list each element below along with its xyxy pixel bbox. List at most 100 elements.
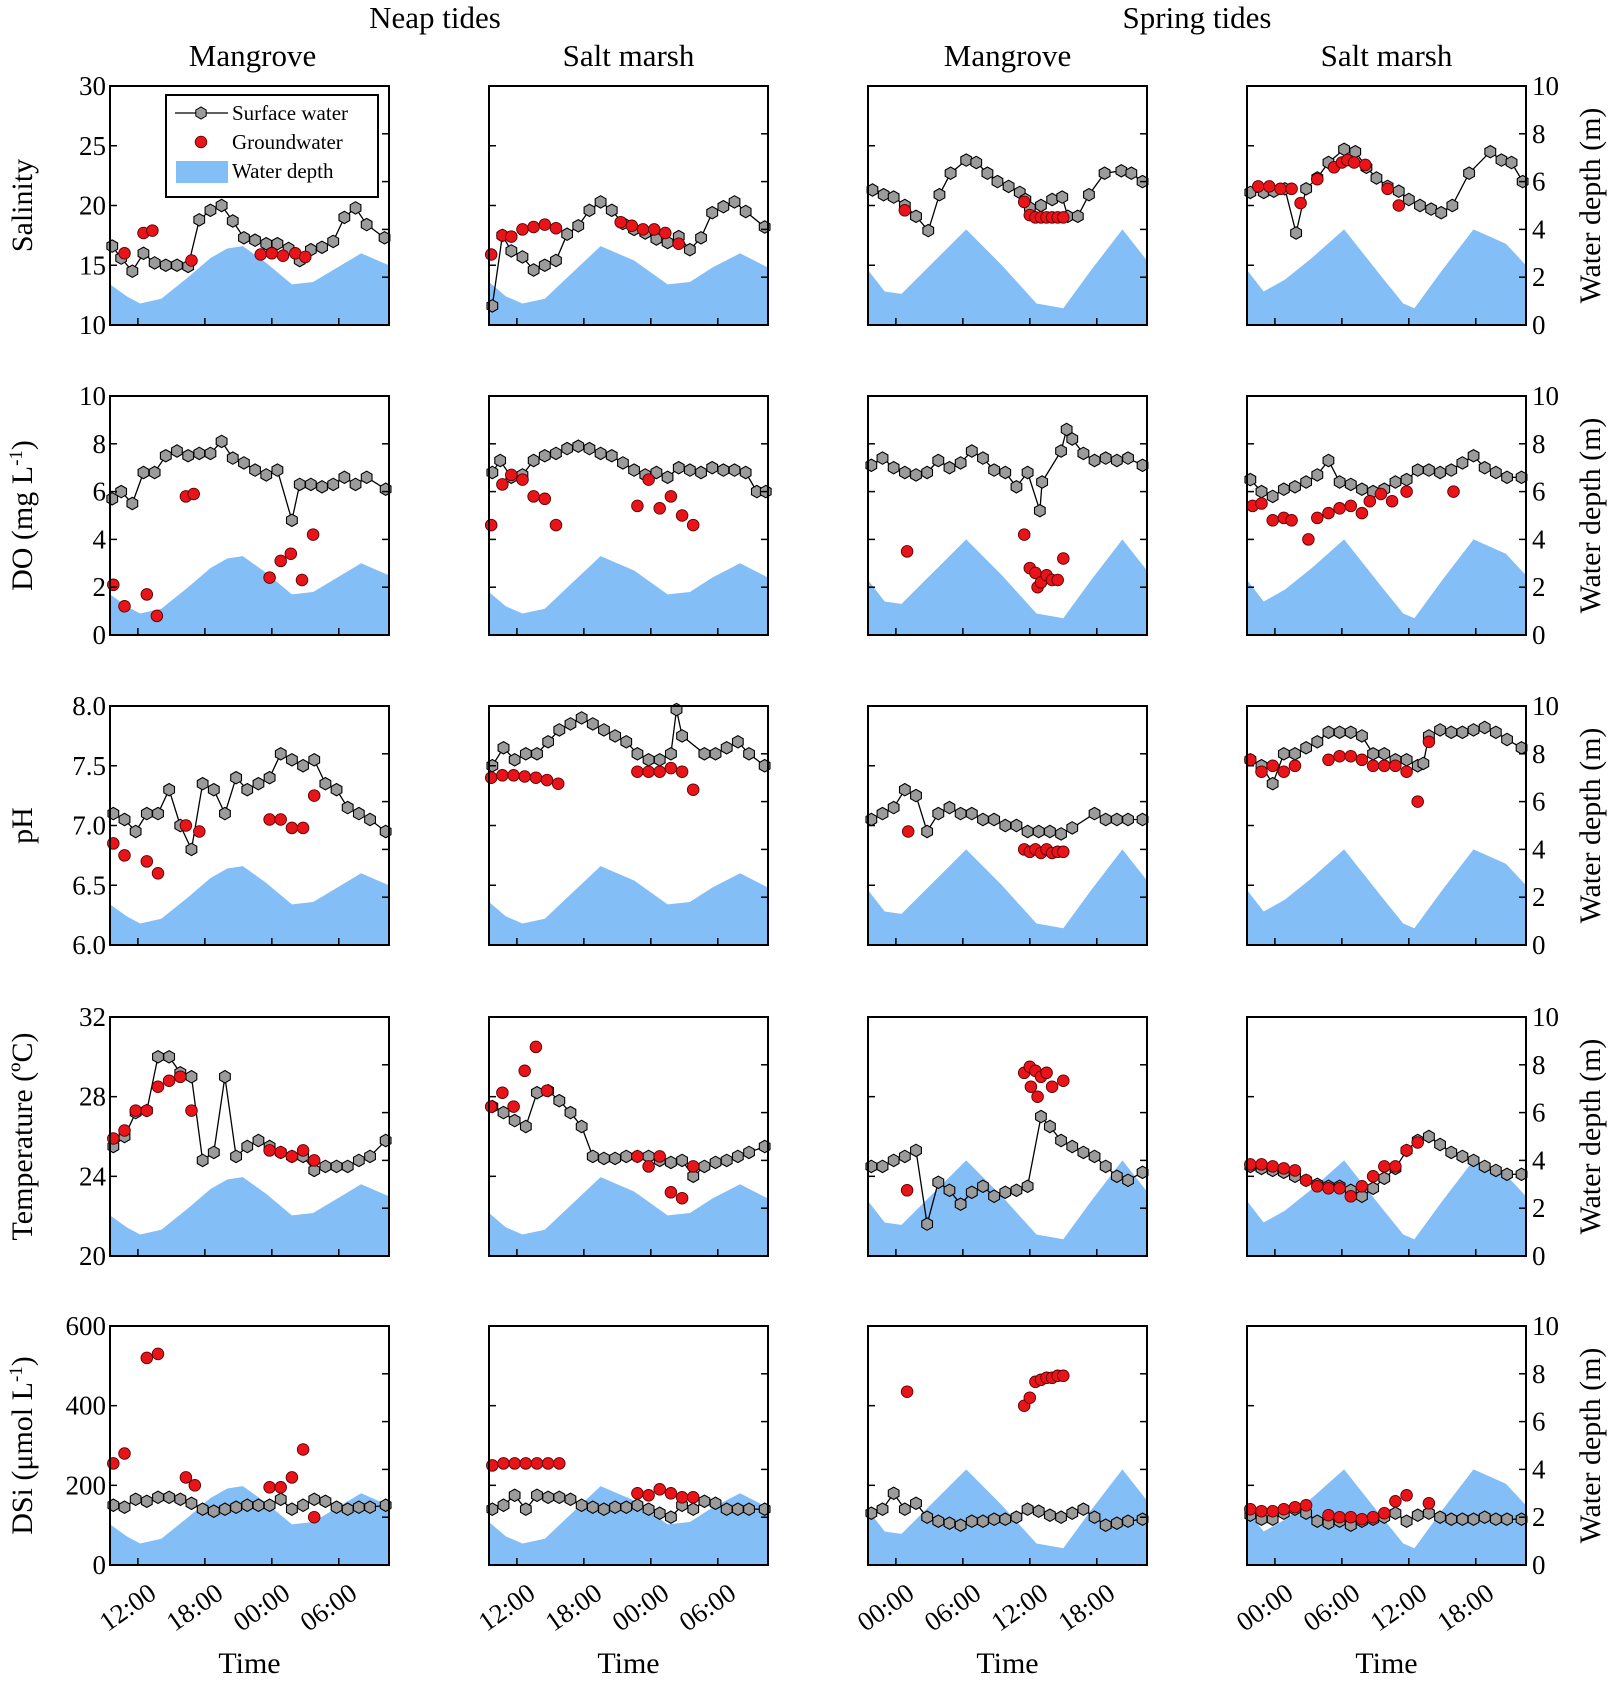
plot-frame [488, 395, 769, 636]
groundwater-point [1311, 172, 1324, 186]
groundwater-point [1255, 1504, 1268, 1518]
groundwater-point [1366, 1170, 1380, 1183]
surface-water-point [1300, 475, 1313, 489]
surface-water-point [163, 1490, 176, 1505]
surface-water-point [620, 1149, 633, 1164]
surface-water-point [561, 441, 574, 456]
surface-water-point [330, 782, 343, 797]
surface-water-point [1484, 144, 1497, 159]
groundwater-point [516, 473, 529, 486]
groundwater-point [1355, 1512, 1369, 1526]
surface-water-point [988, 1512, 1001, 1527]
right-tick-label: 8 [1532, 119, 1546, 149]
plot-frame [109, 395, 390, 636]
surface-water-point [1378, 746, 1391, 761]
surface-water-point [1055, 1510, 1067, 1525]
surface-water-point [1021, 824, 1034, 839]
column-title: Mangrove [189, 38, 316, 73]
surface-water-point [1033, 503, 1046, 518]
y-tick-label: 10 [79, 310, 106, 340]
surface-water-point [944, 166, 957, 181]
right-tick-label: 0 [1532, 1550, 1546, 1580]
groundwater-point [527, 220, 540, 234]
right-tick-label: 10 [1532, 1002, 1559, 1032]
water-depth-area [110, 246, 389, 325]
surface-water-point [1010, 479, 1023, 494]
groundwater-point [307, 1510, 321, 1524]
surface-water-point [1422, 463, 1435, 477]
surface-water-point [1505, 155, 1518, 170]
surface-water-point [717, 199, 730, 214]
groundwater-point [549, 518, 563, 532]
surface-water-point [1088, 1510, 1101, 1525]
groundwater-point [541, 1457, 555, 1470]
surface-water-point [910, 468, 922, 482]
surface-water-point [553, 1490, 566, 1505]
y-tick-label: 600 [66, 1311, 107, 1341]
x-axis-label: Time [976, 1647, 1038, 1680]
legend-depth-label: Water depth [232, 159, 334, 183]
groundwater-point [518, 1064, 531, 1078]
surface-water-point [932, 453, 945, 468]
groundwater-point [307, 1154, 321, 1167]
surface-water-point [327, 234, 340, 249]
surface-water-point [1422, 1506, 1435, 1521]
groundwater-point [1355, 753, 1369, 767]
surface-water-point [620, 1500, 633, 1515]
surface-water-point [219, 806, 231, 821]
surface-water-point [152, 806, 164, 821]
y-tick-label: 7.5 [72, 751, 106, 781]
surface-water-point [1370, 171, 1383, 185]
right-tick-label: 4 [1532, 214, 1546, 244]
surface-water-point [965, 1514, 978, 1529]
groundwater-point [1366, 759, 1380, 773]
surface-water-point [877, 187, 890, 202]
groundwater-point [1333, 1510, 1346, 1524]
surface-water-point [1010, 1183, 1023, 1198]
surface-water-point [999, 1512, 1012, 1527]
groundwater-point [686, 1491, 700, 1504]
panel-4-3 [1244, 1325, 1528, 1566]
surface-water-point [1021, 1179, 1034, 1194]
legend-depth-swatch [176, 161, 228, 183]
surface-water-point [932, 1514, 945, 1529]
surface-water-point [954, 1197, 967, 1212]
groundwater-point [185, 1104, 198, 1117]
surface-water-point [1356, 482, 1368, 497]
plot-frame [488, 1016, 769, 1257]
groundwater-point [1288, 1164, 1302, 1177]
surface-water-point [1122, 812, 1134, 827]
groundwater-point [540, 773, 554, 787]
surface-water-point [238, 230, 250, 245]
groundwater-point [1389, 759, 1402, 773]
surface-water-point [1046, 192, 1059, 207]
surface-water-point [910, 1496, 922, 1511]
groundwater-point [642, 473, 655, 486]
surface-water-point [1456, 725, 1469, 740]
surface-water-point [731, 734, 744, 749]
surface-water-point [319, 1159, 332, 1174]
surface-water-point [1422, 1129, 1435, 1144]
surface-water-point [687, 1502, 700, 1517]
surface-water-point [1311, 1514, 1324, 1529]
surface-water-point [1356, 729, 1368, 743]
surface-water-point [182, 448, 195, 463]
surface-water-point [304, 477, 317, 492]
panel-0-0 [106, 85, 391, 326]
groundwater-point [1024, 1080, 1038, 1093]
surface-water-point [564, 1105, 577, 1120]
surface-water-point [943, 460, 956, 475]
surface-water-point [1435, 205, 1448, 220]
groundwater-point [496, 478, 509, 491]
surface-water-point [709, 1496, 722, 1511]
surface-water-point [887, 460, 900, 475]
groundwater-point [484, 1100, 498, 1113]
surface-water-point [204, 446, 217, 461]
surface-water-point [263, 770, 276, 785]
y-tick-label: 4 [93, 524, 107, 554]
surface-water-point [1378, 1171, 1391, 1186]
groundwater-point [140, 588, 154, 601]
surface-water-point [364, 812, 376, 827]
surface-water-point [508, 752, 521, 767]
surface-water-point [1255, 484, 1268, 499]
